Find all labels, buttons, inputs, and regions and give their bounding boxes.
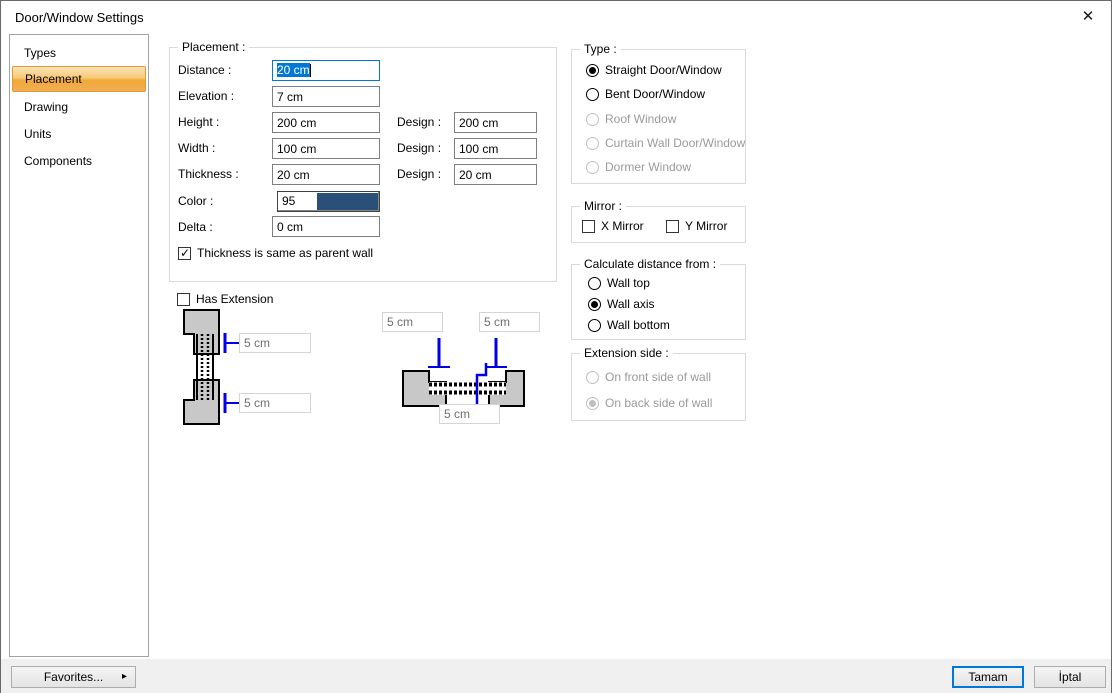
height-label: Height : [178,115,220,129]
x-mirror-checkbox[interactable] [582,219,595,233]
has-extension-label: Has Extension [196,292,274,306]
radio-label: Bent Door/Window [605,87,706,101]
calc-distance-group: Calculate distance from : Wall top Wall … [571,257,746,340]
sidebar-item-units[interactable]: Units [24,127,52,141]
favorites-label: Favorites... [43,670,104,684]
thickness-same-checkbox[interactable] [178,246,191,260]
chevron-right-icon: ▸ [121,671,127,682]
settings-sidebar: Types Placement Drawing Units Components [9,34,149,657]
radio-label: Wall bottom [607,318,670,332]
has-extension-checkbox-row[interactable]: Has Extension [177,292,273,306]
thickness-same-label: Thickness is same as parent wall [197,246,374,260]
width-design-label: Design : [397,141,442,155]
radio-icon [588,297,601,311]
wall-section-vertical-diagram [183,309,242,425]
height-design-label: Design : [397,115,442,129]
radio-icon [586,396,599,410]
extension-side-group-title: Extension side : [580,346,673,360]
sidebar-item-placement[interactable]: Placement [12,66,146,92]
has-extension-checkbox[interactable] [177,292,190,306]
thickness-design-input[interactable] [454,164,537,185]
radio-label: Wall top [607,276,650,290]
ok-button[interactable]: Tamam [952,666,1024,688]
delta-input[interactable] [272,216,380,237]
dialog-title: Door/Window Settings [15,10,144,25]
thickness-design-label: Design : [397,167,442,181]
cancel-button[interactable]: İptal [1034,666,1106,688]
color-label: Color : [178,194,214,208]
radio-dormer-window: Dormer Window [586,160,691,174]
radio-icon [586,63,599,77]
distance-label: Distance : [178,63,232,77]
radio-straight-door-window[interactable]: Straight Door/Window [586,63,722,77]
text-caret [309,64,311,78]
height-design-input[interactable] [454,112,537,133]
title-bar: Door/Window Settings ✕ [1,1,1111,33]
extension-left-top-input [239,333,311,353]
mirror-group-title: Mirror : [580,199,626,213]
elevation-label: Elevation : [178,89,235,103]
radio-front-side-of-wall: On front side of wall [586,370,711,384]
favorites-button[interactable]: Favorites... ▸ [11,666,136,688]
placement-group: Placement : Distance : Elevation : Heigh… [169,40,557,282]
thickness-input[interactable] [272,164,380,185]
y-mirror-checkbox[interactable] [666,219,679,233]
radio-icon [586,160,599,174]
radio-label: Straight Door/Window [605,63,722,77]
radio-icon [586,370,599,384]
radio-icon [586,87,599,101]
type-group-title: Type : [580,42,621,56]
color-number: 95 [279,193,317,210]
radio-icon [588,276,601,290]
radio-label: Dormer Window [605,160,692,174]
radio-icon [586,112,599,126]
sidebar-item-components[interactable]: Components [24,154,93,168]
radio-label: Wall axis [607,297,655,311]
thickness-same-checkbox-row[interactable]: Thickness is same as parent wall [178,246,373,260]
height-input[interactable] [272,112,380,133]
elevation-input[interactable] [272,86,380,107]
radio-icon [586,136,599,150]
sidebar-item-types[interactable]: Types [24,46,57,60]
extension-right-bottom-input [439,404,500,424]
radio-roof-window: Roof Window [586,112,676,126]
sidebar-item-drawing[interactable]: Drawing [24,100,69,114]
checkbox-label: Y Mirror [685,219,728,233]
delta-label: Delta : [178,220,213,234]
footer-bar: Favorites... ▸ Tamam İptal [1,659,1111,693]
radio-label: Curtain Wall Door/Window [605,136,746,150]
color-picker[interactable]: 95 [277,191,380,212]
extension-left-bottom-input [239,393,311,413]
width-label: Width : [178,141,216,155]
radio-wall-top[interactable]: Wall top [588,276,650,290]
y-mirror-checkbox-row[interactable]: Y Mirror [666,219,727,233]
width-input[interactable] [272,138,380,159]
radio-curtain-wall-door-window: Curtain Wall Door/Window [586,136,745,150]
mirror-group: Mirror : X Mirror Y Mirror [571,199,746,243]
wall-section-horizontal-diagram [402,338,525,407]
width-design-input[interactable] [454,138,537,159]
extension-right-right-input [479,312,540,332]
type-group: Type : Straight Door/Window Bent Door/Wi… [571,42,746,184]
calc-distance-group-title: Calculate distance from : [580,257,721,271]
radio-wall-axis[interactable]: Wall axis [588,297,655,311]
checkbox-label: X Mirror [601,219,644,233]
x-mirror-checkbox-row[interactable]: X Mirror [582,219,644,233]
radio-back-side-of-wall: On back side of wall [586,396,712,410]
distance-input[interactable]: 20 cm [272,60,380,81]
radio-bent-door-window[interactable]: Bent Door/Window [586,87,705,101]
distance-selected-text: 20 cm [277,63,310,77]
placement-group-title: Placement : [178,40,250,54]
close-icon[interactable]: ✕ [1081,8,1095,25]
radio-icon [588,318,601,332]
color-swatch [317,193,378,210]
radio-label: On back side of wall [605,396,713,410]
thickness-label: Thickness : [178,167,239,181]
radio-label: On front side of wall [605,370,712,384]
extension-right-left-input [382,312,443,332]
extension-side-group: Extension side : On front side of wall O… [571,346,746,421]
radio-wall-bottom[interactable]: Wall bottom [588,318,670,332]
radio-label: Roof Window [605,112,677,126]
